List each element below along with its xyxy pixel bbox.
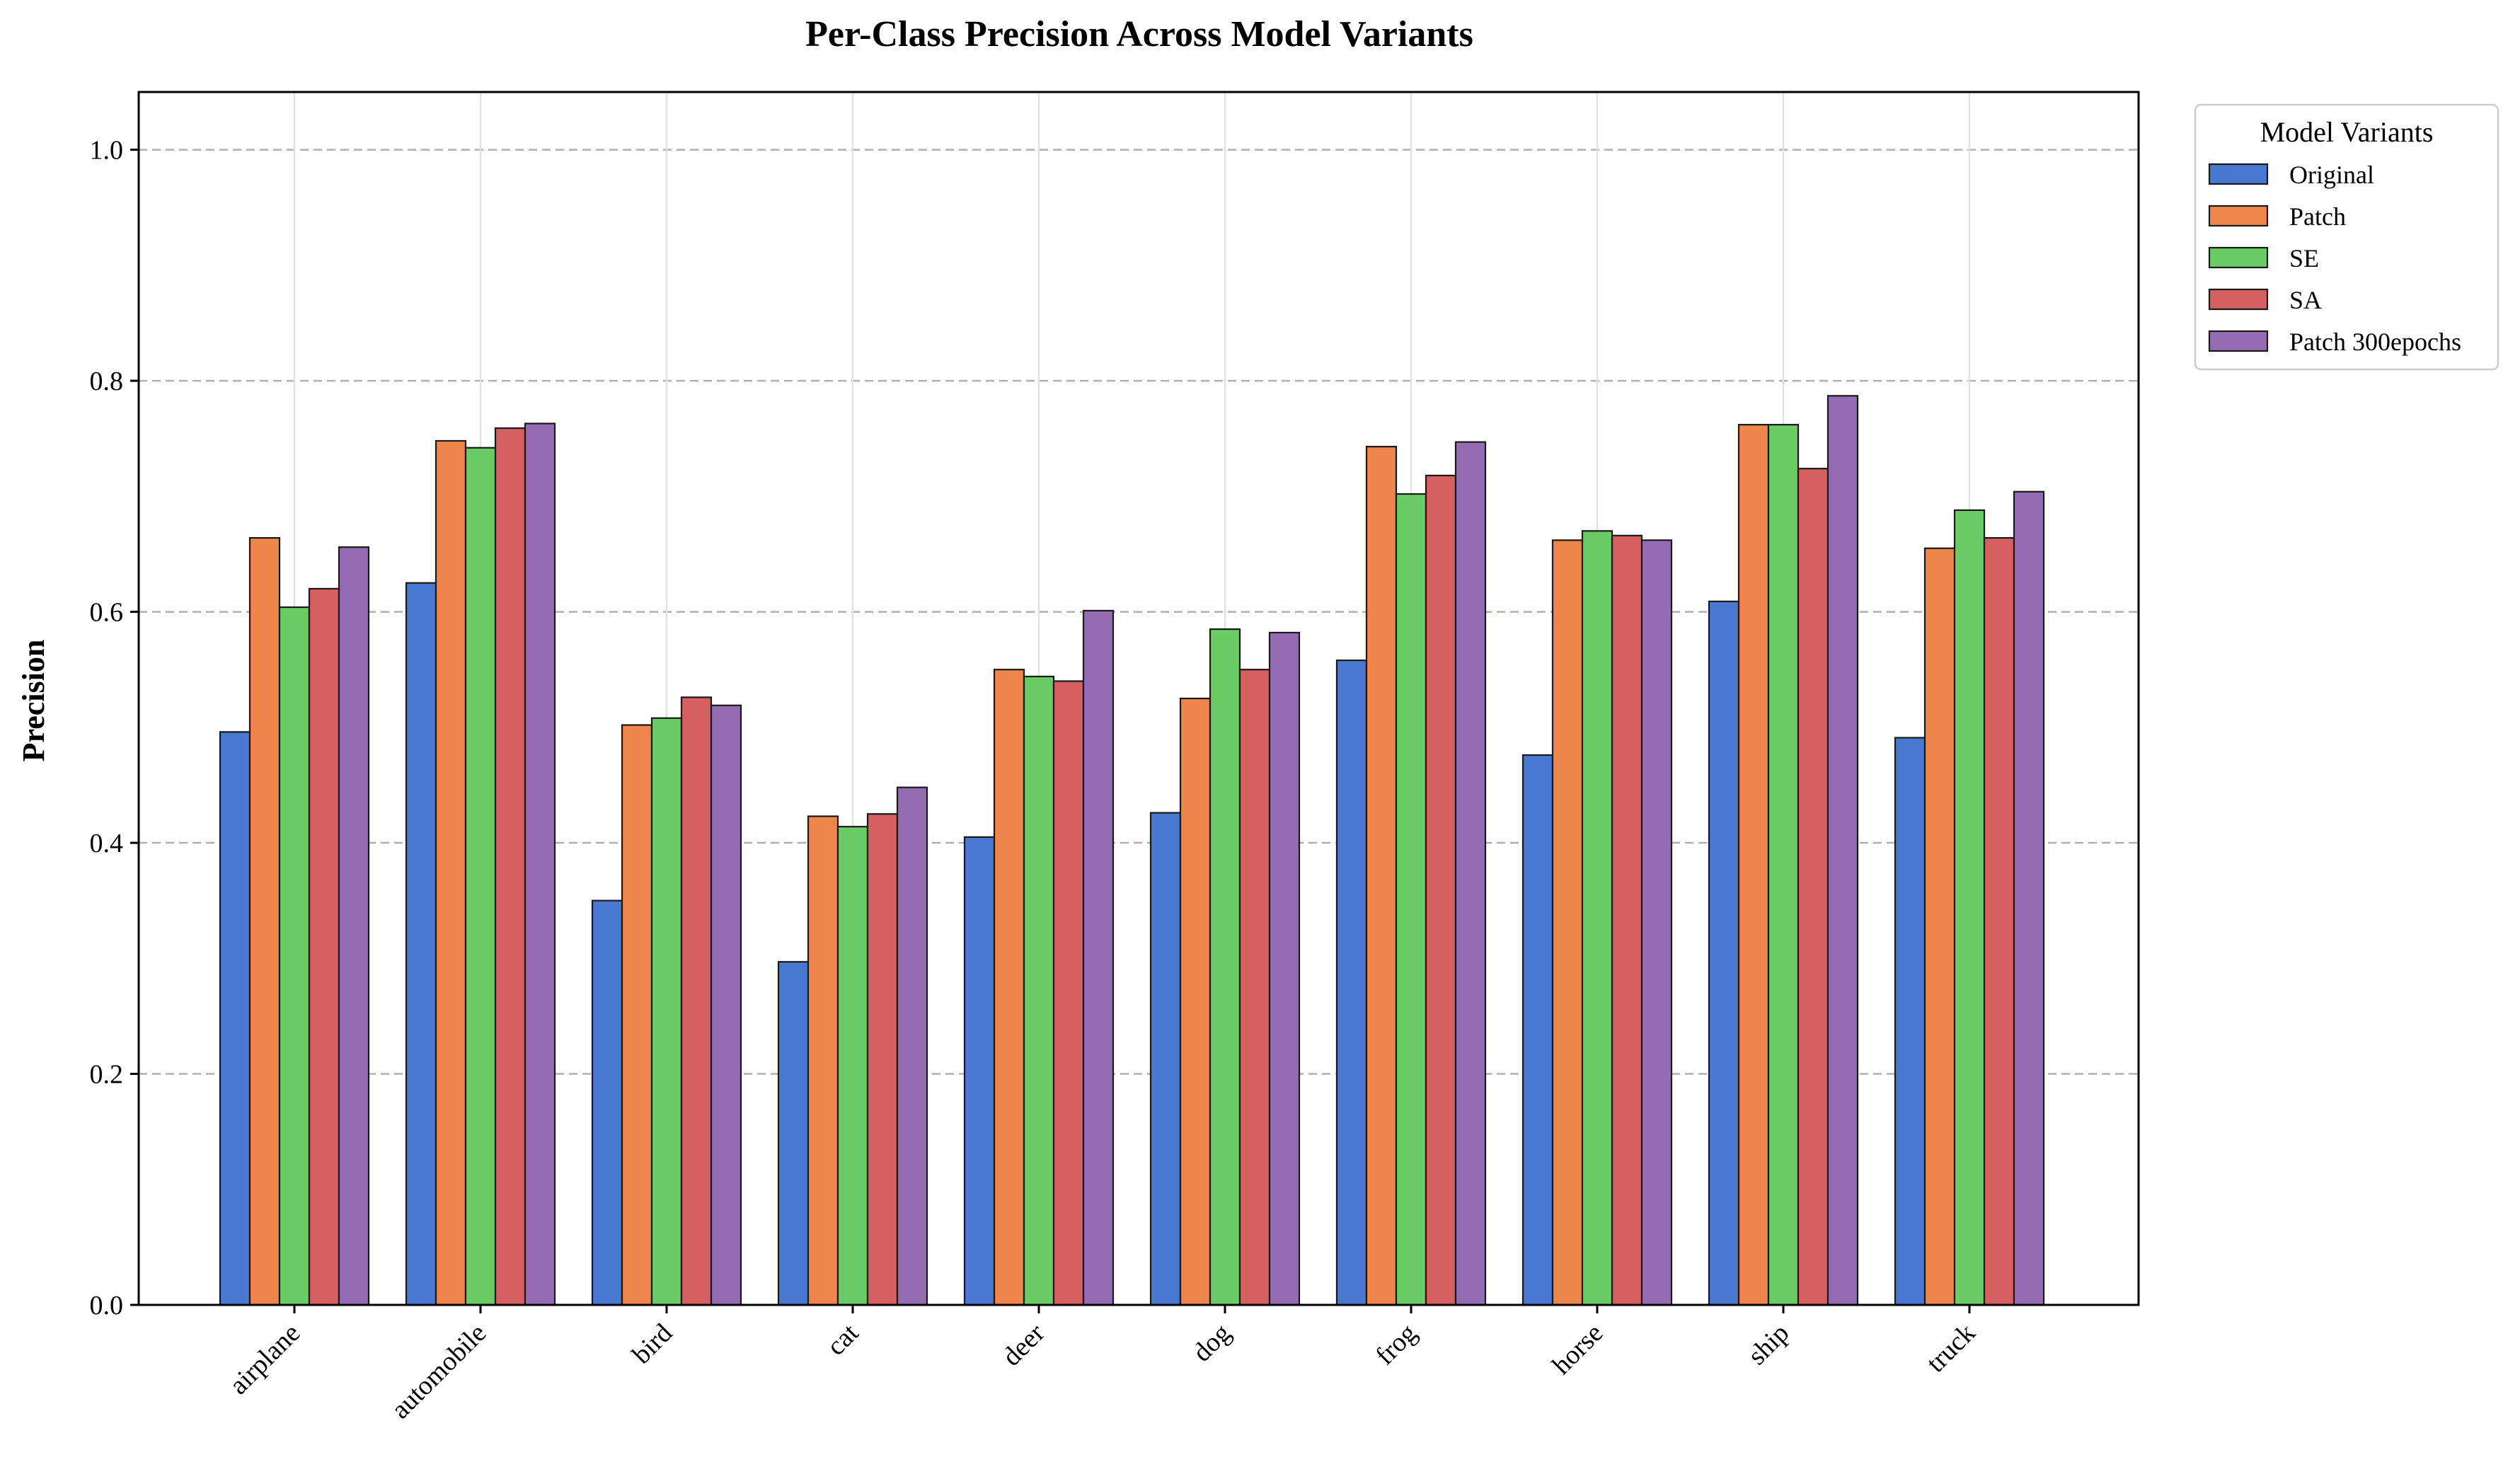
legend-label: Patch 300epochs [2289,328,2461,356]
legend-label: Original [2289,161,2374,189]
bar: SE – bird: 0.508 [650,717,683,1306]
chart-title: Per-Class Precision Across Model Variant… [805,14,1473,54]
legend-swatch [2208,288,2269,311]
bar: SA – frog: 0.718 [1425,474,1457,1306]
bar: SA – truck: 0.664 [1983,536,2015,1306]
bar: SE – horse: 0.67 [1581,530,1613,1306]
bar: SA – airplane: 0.62 [308,587,340,1306]
y-tick-label: 0.2 [90,1060,124,1090]
y-tick-label: 0.6 [90,598,124,628]
bar: SE – deer: 0.544 [1023,675,1055,1306]
bar: Patch – frog: 0.743 [1365,446,1398,1306]
bars-group: Original – airplane: 0.496Patch – airpla… [219,395,2045,1306]
legend-items: Original Patch SE SA Patch 300epochs [2208,161,2461,356]
bar: SA – ship: 0.724 [1797,468,1829,1306]
y-tick-label: 0.0 [90,1291,124,1320]
bar: Original – automobile: 0.625 [405,582,437,1306]
bar: SA – deer: 0.54 [1052,680,1085,1306]
bar: Patch 300epochs – ship: 0.787 [1826,395,1859,1306]
legend-title: Model Variants [2260,116,2434,148]
bar: Original – deer: 0.405 [963,836,996,1306]
bar: Patch 300epochs – frog: 0.747 [1454,441,1487,1306]
bar: Patch – cat: 0.423 [807,815,839,1306]
bar: SE – dog: 0.585 [1209,628,1241,1306]
legend-swatch [2208,330,2269,352]
y-axis-label: Precision [16,640,51,762]
bar: Patch – truck: 0.655 [1923,547,1956,1306]
y-tick-label: 0.4 [90,829,124,858]
legend-frame [2194,103,2499,371]
y-tick-label: 0.8 [90,367,124,396]
bar: Original – horse: 0.476 [1521,754,1554,1306]
bar: Original – airplane: 0.496 [219,731,251,1306]
bar: Original – cat: 0.297 [777,961,810,1306]
bar: SA – automobile: 0.759 [494,427,527,1306]
bar: Patch – airplane: 0.664 [248,536,281,1306]
bar: Patch – dog: 0.525 [1179,697,1212,1306]
bar: Patch – horse: 0.662 [1551,539,1584,1306]
bar: Patch 300epochs – truck: 0.704 [2013,490,2045,1306]
bar: SA – cat: 0.425 [866,813,899,1306]
y-axis-ticks: 0.0 0.2 0.4 0.6 0.8 1.0 [90,136,139,1320]
legend-label: SE [2289,244,2319,272]
bar: Patch 300epochs – dog: 0.582 [1268,631,1301,1306]
bar: SE – automobile: 0.742 [464,447,497,1306]
bar: Original – truck: 0.491 [1894,737,1926,1306]
bar: Patch 300epochs – deer: 0.601 [1082,609,1115,1306]
legend-label: SA [2289,286,2322,314]
bar: SE – ship: 0.762 [1767,424,1800,1306]
bar: SA – bird: 0.526 [680,696,713,1306]
bar: Patch 300epochs – horse: 0.662 [1640,539,1673,1306]
legend-swatch [2208,246,2269,269]
bar: Patch – deer: 0.55 [993,669,1025,1306]
bar: Patch 300epochs – airplane: 0.656 [338,546,370,1306]
bar: Patch – automobile: 0.748 [435,439,467,1306]
bar: Patch – ship: 0.762 [1737,424,1770,1306]
bar: Patch 300epochs – bird: 0.519 [710,704,742,1306]
legend-swatch [2208,205,2269,227]
bar: SE – cat: 0.414 [836,826,869,1306]
bar: Original – ship: 0.609 [1708,600,1740,1306]
plot-frame [137,91,2140,1306]
bar: Patch 300epochs – cat: 0.448 [896,786,928,1306]
bar: SA – horse: 0.666 [1611,534,1643,1306]
bar: Original – bird: 0.35 [591,899,623,1306]
bar: Patch 300epochs – automobile: 0.763 [524,422,556,1306]
bar: SA – dog: 0.55 [1238,669,1271,1306]
bar: SE – airplane: 0.604 [278,606,311,1306]
y-tick-label: 1.0 [90,136,124,166]
legend-label: Patch [2289,202,2346,231]
bar: SE – frog: 0.702 [1395,493,1427,1306]
bar: Original – dog: 0.426 [1149,812,1182,1306]
bar: Patch – bird: 0.502 [621,724,653,1306]
legend-swatch [2208,163,2269,185]
bar: SE – truck: 0.688 [1953,509,1986,1306]
legend: Model Variants Original Patch SE SA Patch 30… [2194,103,2499,371]
bar: Original – frog: 0.558 [1335,660,1368,1306]
